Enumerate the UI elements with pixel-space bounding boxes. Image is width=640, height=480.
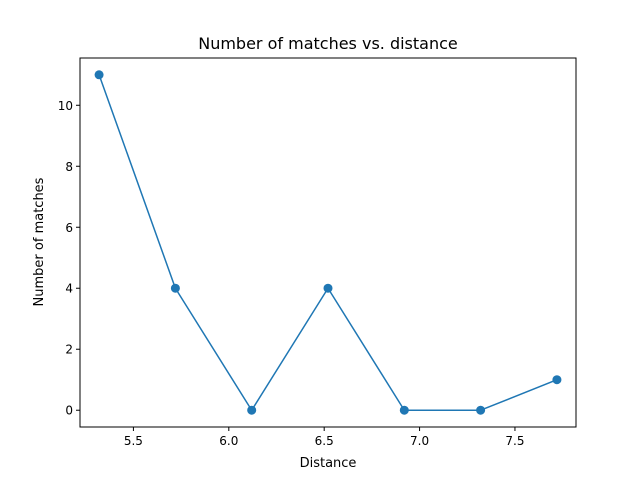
y-axis: 0 2 4 6 8 10 [58,99,80,418]
data-point [247,405,257,415]
y-tick-label: 8 [65,160,73,174]
data-point [399,405,409,415]
data-point [552,375,562,385]
x-tick-label: 7.0 [410,434,429,448]
y-tick-label: 6 [65,221,73,235]
data-point [170,283,180,293]
y-tick-label: 2 [65,343,73,357]
plot-frame [79,57,577,428]
x-axis-label: Distance [300,456,357,471]
y-tick-label: 0 [65,404,73,418]
y-tick-label: 4 [65,282,73,296]
data-point [323,283,333,293]
y-tick-label: 10 [58,99,73,113]
data-point [94,70,104,80]
x-tick-label: 7.5 [505,434,524,448]
plot-area [79,57,577,428]
x-tick-label: 6.0 [219,434,238,448]
data-point [476,405,486,415]
x-tick-label: 5.5 [124,434,143,448]
series-line [98,74,558,411]
x-axis: 5.5 6.0 6.5 7.0 7.5 [124,427,525,448]
x-tick-label: 6.5 [315,434,334,448]
y-axis-label: Number of matches [32,177,47,306]
chart-title: Number of matches vs. distance [198,34,458,53]
